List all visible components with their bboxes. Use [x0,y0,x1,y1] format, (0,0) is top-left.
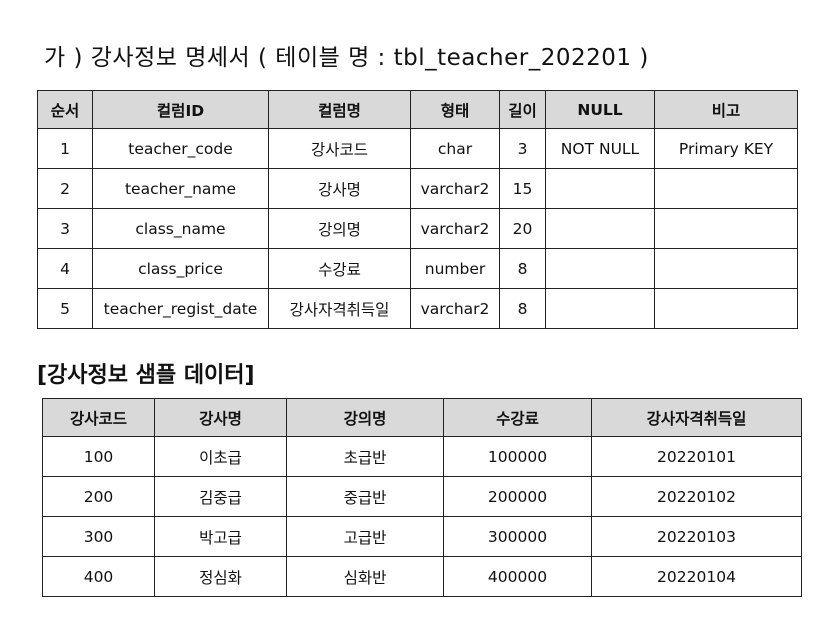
table-cell: 김중급 [154,476,287,517]
table-cell: 3 [37,208,93,249]
spec-header-cell: 컬럼ID [92,90,269,129]
table-row: 1 teacher_code 강사코드 char 3 NOT NULL Prim… [37,128,798,169]
document-title: 가 ) 강사정보 명세서 ( 테이블 명 : tbl_teacher_20220… [44,45,649,71]
table-cell: teacher_code [92,128,269,169]
sample-table: 강사코드 강사명 강의명 수강료 강사자격취득일 100 이초급 초급반 100… [42,398,802,597]
table-cell: 강의명 [268,208,411,249]
table-cell: 300 [42,516,155,557]
table-cell: varchar2 [410,288,500,329]
table-row: 5 teacher_regist_date 강사자격취득일 varchar2 8 [37,288,798,329]
table-cell: 5 [37,288,93,329]
table-cell: 심화반 [286,556,444,597]
table-cell [545,288,655,329]
table-cell [545,168,655,209]
table-cell: 100000 [443,436,592,477]
table-cell: 강사자격취득일 [268,288,411,329]
sample-header-cell: 강의명 [286,398,444,437]
table-cell: 강사명 [268,168,411,209]
table-cell: NOT NULL [545,128,655,169]
sample-header-cell: 강사명 [154,398,287,437]
table-row: 200 김중급 중급반 200000 20220102 [42,476,802,517]
table-cell: 중급반 [286,476,444,517]
spec-header-cell: 컬럼명 [268,90,411,129]
table-cell [654,248,798,289]
sample-header-cell: 수강료 [443,398,592,437]
table-cell: 8 [499,288,546,329]
table-cell: 강사코드 [268,128,411,169]
table-cell [654,168,798,209]
table-cell: 200000 [443,476,592,517]
spec-table: 순서 컬럼ID 컬럼명 형태 길이 NULL 비고 1 teacher_code… [37,90,798,329]
table-row: 400 정심화 심화반 400000 20220104 [42,556,802,597]
table-cell: 수강료 [268,248,411,289]
table-row: 300 박고급 고급반 300000 20220103 [42,516,802,557]
table-cell: class_name [92,208,269,249]
table-cell: 100 [42,436,155,477]
table-cell [545,208,655,249]
spec-header-cell: 순서 [37,90,93,129]
table-cell: 300000 [443,516,592,557]
table-cell: 200 [42,476,155,517]
table-cell: 20220102 [591,476,802,517]
table-cell: 400 [42,556,155,597]
sample-header-cell: 강사자격취득일 [591,398,802,437]
table-cell: char [410,128,500,169]
table-row: 100 이초급 초급반 100000 20220101 [42,436,802,477]
table-cell: 20220104 [591,556,802,597]
spec-header-cell: 비고 [654,90,798,129]
table-cell [654,288,798,329]
table-cell: 박고급 [154,516,287,557]
table-cell: 20220101 [591,436,802,477]
table-cell: 8 [499,248,546,289]
table-row: 4 class_price 수강료 number 8 [37,248,798,289]
table-cell: 4 [37,248,93,289]
table-cell: 고급반 [286,516,444,557]
table-cell [654,208,798,249]
table-cell: number [410,248,500,289]
sample-header-row: 강사코드 강사명 강의명 수강료 강사자격취득일 [42,398,802,437]
table-cell: 초급반 [286,436,444,477]
table-cell: 정심화 [154,556,287,597]
table-cell: teacher_regist_date [92,288,269,329]
table-cell: 이초급 [154,436,287,477]
table-cell: 2 [37,168,93,209]
table-cell: varchar2 [410,168,500,209]
table-cell: 20220103 [591,516,802,557]
table-cell: 20 [499,208,546,249]
table-cell: teacher_name [92,168,269,209]
sample-header-cell: 강사코드 [42,398,155,437]
table-cell: 15 [499,168,546,209]
spec-header-cell: 길이 [499,90,546,129]
spec-header-row: 순서 컬럼ID 컬럼명 형태 길이 NULL 비고 [37,90,798,129]
sample-section-title: [강사정보 샘플 데이터] [37,363,255,388]
table-row: 3 class_name 강의명 varchar2 20 [37,208,798,249]
spec-header-cell: 형태 [410,90,500,129]
table-cell: varchar2 [410,208,500,249]
table-cell: 400000 [443,556,592,597]
table-cell: 1 [37,128,93,169]
table-cell: Primary KEY [654,128,798,169]
table-cell [545,248,655,289]
spec-header-cell: NULL [545,90,655,129]
table-row: 2 teacher_name 강사명 varchar2 15 [37,168,798,209]
table-cell: 3 [499,128,546,169]
table-cell: class_price [92,248,269,289]
